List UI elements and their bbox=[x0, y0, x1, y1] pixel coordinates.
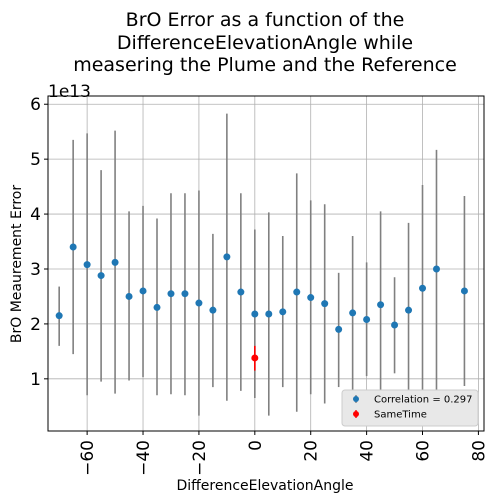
data-point bbox=[419, 285, 426, 292]
x-tick-label: −60 bbox=[78, 440, 98, 476]
sametime-data-point bbox=[251, 354, 258, 361]
data-point bbox=[335, 326, 342, 333]
data-point bbox=[391, 322, 398, 329]
data-point bbox=[181, 290, 188, 297]
y-tick-label: 4 bbox=[30, 205, 41, 225]
data-point bbox=[265, 311, 272, 318]
legend: Correlation = 0.297 SameTime bbox=[342, 390, 478, 426]
y-tick-label: 1 bbox=[30, 370, 41, 390]
y-tick-label: 5 bbox=[30, 150, 41, 170]
data-point bbox=[98, 272, 105, 279]
data-point bbox=[307, 294, 314, 301]
legend-label: SameTime bbox=[374, 410, 427, 421]
y-tick-label: 2 bbox=[30, 315, 41, 335]
data-point bbox=[209, 307, 216, 314]
data-point bbox=[237, 289, 244, 296]
x-tick-label: 80 bbox=[469, 440, 489, 462]
title-line-2: DifferenceElevationAngle while bbox=[117, 32, 413, 54]
data-point bbox=[321, 300, 328, 307]
data-point bbox=[84, 261, 91, 268]
data-point bbox=[461, 287, 468, 294]
title-line-3: measering the Plume and the Reference bbox=[73, 54, 457, 76]
legend-marker bbox=[353, 396, 359, 402]
x-tick-label: −20 bbox=[190, 440, 210, 476]
y-offset-text: 1e13 bbox=[48, 82, 91, 102]
data-point bbox=[112, 259, 119, 266]
x-tick-label: 0 bbox=[246, 440, 266, 451]
data-points bbox=[56, 244, 468, 362]
data-point bbox=[167, 290, 174, 297]
data-point bbox=[70, 244, 77, 251]
y-tick-label: 3 bbox=[30, 260, 41, 280]
y-axis-label: BrO Meaurement Error bbox=[9, 185, 25, 343]
data-point bbox=[154, 304, 161, 311]
data-point bbox=[349, 309, 356, 316]
y-tick-label: 6 bbox=[30, 95, 41, 115]
legend-label: Correlation = 0.297 bbox=[374, 395, 473, 406]
y-axis-ticks: 1 2 3 4 5 6 bbox=[30, 95, 48, 390]
data-point bbox=[251, 311, 258, 318]
data-point bbox=[223, 253, 230, 260]
x-tick-label: 40 bbox=[358, 440, 378, 462]
data-point bbox=[140, 287, 147, 294]
x-axis-ticks: −60 −40 −20 0 20 40 60 80 bbox=[78, 431, 489, 476]
data-point bbox=[377, 301, 384, 308]
x-tick-label: 20 bbox=[302, 440, 322, 462]
chart-title: BrO Error as a function of the Differenc… bbox=[73, 9, 457, 76]
data-point bbox=[433, 265, 440, 272]
data-point bbox=[279, 308, 286, 315]
data-point bbox=[405, 307, 412, 314]
data-point bbox=[195, 300, 202, 307]
legend-marker bbox=[353, 411, 359, 417]
data-point bbox=[293, 289, 300, 296]
title-line-1: BrO Error as a function of the bbox=[126, 9, 405, 31]
x-axis-label: DifferenceElevationAngle bbox=[176, 478, 353, 494]
data-point bbox=[363, 316, 370, 323]
x-tick-label: −40 bbox=[134, 440, 154, 476]
data-point bbox=[56, 312, 63, 319]
x-tick-label: 60 bbox=[414, 440, 434, 462]
data-point bbox=[126, 293, 133, 300]
